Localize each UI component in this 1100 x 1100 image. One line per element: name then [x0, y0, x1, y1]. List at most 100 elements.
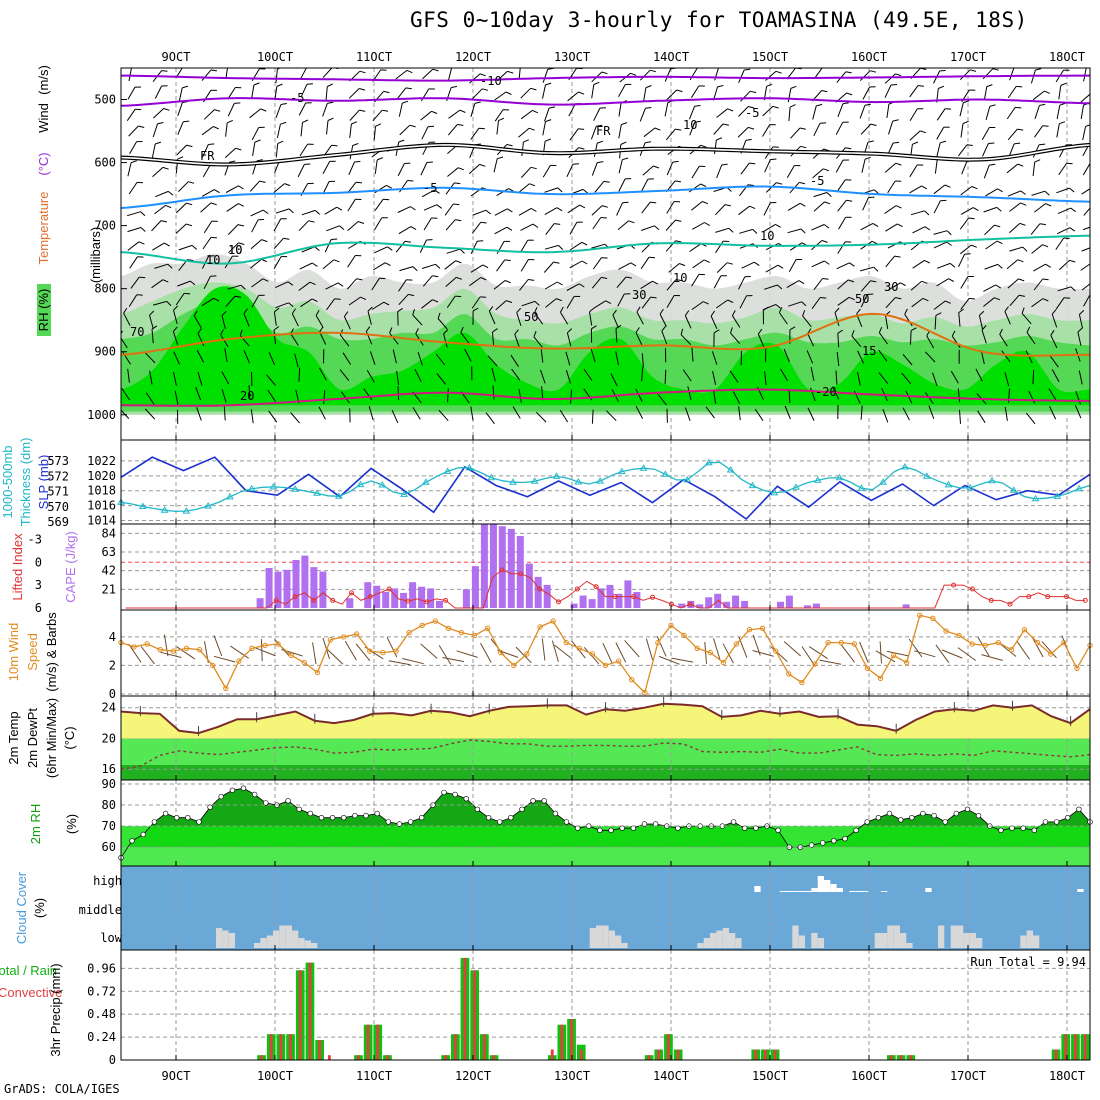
wind-barb-10m	[801, 646, 815, 666]
wind-speed-marker	[956, 632, 962, 639]
wind-barb	[250, 239, 262, 250]
wind-barb-flag	[534, 301, 540, 306]
wind-barb	[983, 86, 988, 101]
wind-speed-marker	[615, 658, 622, 664]
wind-speed-marker	[851, 641, 857, 647]
rh2m-marker	[140, 831, 147, 838]
wind-barb-flag	[948, 278, 955, 282]
wind-barb	[494, 208, 508, 216]
cape-tick: 63	[102, 545, 116, 559]
wind-barb	[1031, 190, 1046, 196]
wind-barb-flag	[331, 144, 338, 147]
wind-barb-flag	[630, 262, 637, 267]
wind-barb	[659, 313, 667, 327]
wind-barb	[763, 223, 776, 233]
wind-barb-10m	[456, 650, 478, 658]
wind-barb-flag	[130, 160, 137, 164]
wind-barb-flag	[675, 219, 682, 222]
wind-barb	[1056, 105, 1061, 120]
wind-barb	[1004, 311, 1011, 325]
wind-barb	[684, 315, 692, 329]
wind-speed-marker	[864, 665, 871, 671]
wind-barb-flag	[213, 297, 220, 302]
wind-barb	[705, 406, 715, 419]
wind-barb-flag	[648, 256, 656, 259]
wind-barb	[713, 123, 724, 135]
wind-barb-flag	[605, 300, 612, 305]
wind-barb-flag	[506, 300, 513, 303]
lifted-index-marker	[1007, 601, 1013, 607]
wind-barb-flag	[288, 302, 294, 307]
wind-barb	[641, 225, 655, 231]
wind-barb-flag	[237, 224, 245, 227]
wind-barb-flag	[409, 124, 416, 128]
wind-barb-flag	[506, 226, 513, 231]
wind-barb-flag	[197, 328, 202, 334]
rh2m-marker	[920, 810, 926, 817]
lifted-index-marker	[311, 597, 317, 603]
wind-barb-flag	[132, 65, 138, 67]
lifted-index-marker	[405, 598, 411, 604]
wind-barb	[151, 329, 154, 344]
wind-barb-flag	[308, 220, 315, 223]
wind-barb-flag	[1070, 286, 1076, 292]
rh2m-marker	[1020, 825, 1026, 831]
wind-barb-flag	[945, 300, 951, 304]
wind-barb	[639, 69, 651, 81]
wind-barb	[711, 351, 718, 365]
wind-barb-flag	[649, 69, 657, 73]
precip-convective-bar	[492, 1055, 496, 1060]
wind-barb	[591, 277, 602, 289]
wind-barb-flag	[459, 109, 466, 113]
cape-bar	[588, 599, 596, 608]
wind-barb	[436, 373, 447, 385]
cloud-low-bar	[602, 925, 609, 948]
wind-barb-flag	[630, 72, 637, 76]
wind-barb	[1006, 107, 1016, 120]
wind-barb	[193, 315, 202, 329]
wind-barb	[985, 188, 998, 197]
wind-barb	[664, 68, 672, 82]
cape-bar	[678, 603, 686, 608]
wind-barb	[981, 127, 990, 140]
wind-barb-flag	[989, 104, 996, 107]
wind-barb-flag	[479, 163, 486, 167]
wind-barb	[936, 126, 945, 140]
wind-barb-flag	[917, 85, 924, 87]
wind-barb	[909, 185, 922, 194]
wind-barb	[666, 295, 675, 308]
wind-barb	[496, 120, 499, 135]
top-date-tick: 14OCT	[653, 50, 689, 64]
cloud-low-bar	[279, 925, 286, 948]
wind-barb	[177, 102, 183, 116]
wind-barb	[884, 205, 897, 215]
wind-barb	[372, 109, 383, 122]
wind-barb	[1077, 331, 1082, 346]
wind-barb-flag	[672, 160, 679, 163]
wind-barb	[981, 329, 987, 344]
rh2m-fill-light	[121, 847, 1090, 866]
thickness-marker	[422, 478, 430, 485]
wind-barb-flag	[749, 205, 756, 210]
wind-barb-flag	[485, 209, 491, 215]
wind-barb	[612, 314, 619, 328]
wind-barb	[396, 370, 400, 385]
wind-barb-flag	[455, 260, 462, 264]
wind-barb-flag	[845, 71, 852, 74]
cloud-low-bar	[608, 930, 615, 948]
panel-frame	[120, 609, 1091, 697]
dewpt-band-low	[121, 765, 1090, 780]
wind-barb-flag	[716, 137, 723, 141]
contour-label: -20	[815, 385, 837, 399]
wind-barb	[417, 351, 423, 366]
rh2m-marker	[1053, 819, 1060, 825]
wind-barb	[487, 355, 498, 367]
wind-speed-marker	[170, 648, 177, 654]
wind-barb	[201, 69, 212, 81]
top-date-tick: 11OCT	[356, 50, 392, 64]
rh2m-marker	[207, 804, 213, 810]
wind-barb	[837, 241, 846, 254]
wind-barb-flag	[938, 85, 945, 89]
wind-speed-marker	[982, 642, 988, 649]
wind-barb	[983, 284, 996, 292]
